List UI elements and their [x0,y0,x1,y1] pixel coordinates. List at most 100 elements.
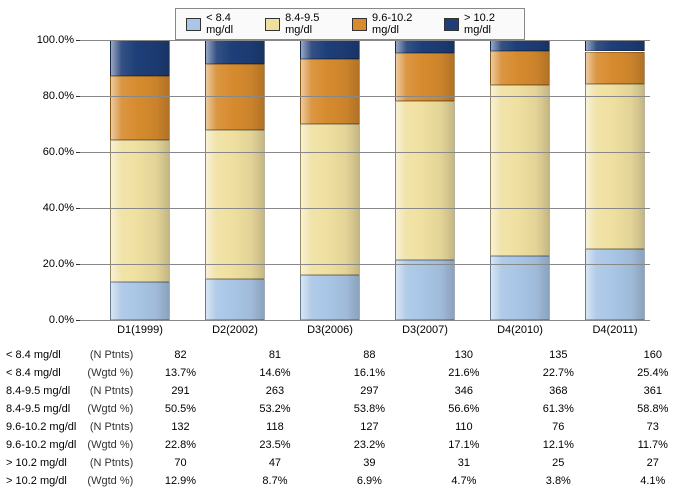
legend-swatch [186,18,201,31]
table-cell: 6.9% [322,475,416,487]
bar-segment [300,124,360,275]
y-axis-label: 40.0% [43,202,74,214]
table-row: > 10.2 mg/dl(Wgtd %)12.9%8.7%6.9%4.7%3.8… [0,472,700,490]
table-cell: 110 [417,421,511,433]
y-tick [76,152,80,153]
bar-segment-face [205,64,265,130]
legend: < 8.4 mg/dl8.4-9.5 mg/dl9.6-10.2 mg/dl> … [175,8,525,40]
bar-segment-face [395,260,455,320]
row-header-metric: > 10.2 mg/dl [6,457,90,469]
table-cell: 73 [606,421,700,433]
y-axis-label: 80.0% [43,90,74,102]
bar-segment-face [490,51,550,85]
legend-label: 9.6-10.2 mg/dl [372,12,430,36]
table-cell: 132 [133,421,227,433]
legend-label: 8.4-9.5 mg/dl [285,12,338,36]
row-header: 8.4-9.5 mg/dl(N Ptnts) [0,385,133,397]
legend-swatch [265,18,280,31]
table-cell: 27 [606,457,700,469]
bar-segment-face [585,249,645,320]
bar-column [490,40,550,320]
x-axis-label: D3(2007) [395,324,455,336]
bar-column [110,40,170,320]
table-cell: 22.7% [511,367,605,379]
data-table: < 8.4 mg/dl(N Ptnts)828188130135160 < 8.4… [0,346,700,490]
bar-segment [300,275,360,320]
table-cell: 22.8% [133,439,227,451]
table-cell: 12.1% [511,439,605,451]
table-cell: 3.8% [511,475,605,487]
table-cell: 14.6% [228,367,322,379]
bar-segment-face [490,85,550,257]
table-cell: 12.9% [133,475,227,487]
bar-segment [395,53,455,101]
legend-item: > 10.2 mg/dl [444,12,514,36]
row-header-metric: 9.6-10.2 mg/dl [6,421,90,433]
table-cell: 82 [133,349,227,361]
bar-column [205,40,265,320]
row-header-stat: (Wgtd %) [87,439,133,451]
y-axis-label: 0.0% [49,314,74,326]
table-cell: 4.1% [606,475,700,487]
bar-segment-face [300,40,360,59]
bar-segment [585,249,645,320]
row-header-stat: (Wgtd %) [87,403,133,415]
table-row: < 8.4 mg/dl(N Ptnts)828188130135160 [0,346,700,364]
legend-swatch [352,18,367,31]
x-axis-label: D2(2002) [205,324,265,336]
bar-segment [205,40,265,64]
bar-segment [110,76,170,140]
table-cell: 39 [322,457,416,469]
row-header: 9.6-10.2 mg/dl(N Ptnts) [0,421,133,433]
gridline [80,264,650,265]
row-header: > 10.2 mg/dl(N Ptnts) [0,457,133,469]
row-header: > 10.2 mg/dl(Wgtd %) [0,475,133,487]
bar-segment-face [300,275,360,320]
legend-item: 8.4-9.5 mg/dl [265,12,338,36]
table-cell: 130 [417,349,511,361]
bar-segment [110,140,170,281]
bar-segment [585,40,645,51]
table-row: 8.4-9.5 mg/dl(Wgtd %)50.5%53.2%53.8%56.6… [0,400,700,418]
bar-segment-face [110,76,170,140]
table-cell: 76 [511,421,605,433]
bar-segment-face [110,140,170,281]
bar-segment-face [110,282,170,320]
bar-segment [585,84,645,249]
gridline [80,320,650,321]
bar-column [395,40,455,320]
bar-segment-face [585,40,645,51]
table-cell: 11.7% [606,439,700,451]
bar-segment-face [490,256,550,320]
bar-segment-face [395,101,455,259]
chart-stage: < 8.4 mg/dl 8.4-9.5 mg/dl 9.6-10.2 mg/dl > … [0,0,700,500]
bar-segment [490,85,550,257]
row-header-stat: (N Ptnts) [90,385,133,397]
row-header-stat: (N Ptnts) [90,349,133,361]
table-cell: 56.6% [417,403,511,415]
row-header-metric: 9.6-10.2 mg/dl [6,439,87,451]
bar-segment [585,52,645,85]
legend-label: > 10.2 mg/dl [464,12,514,36]
table-cell: 21.6% [417,367,511,379]
bar-segment-face [395,53,455,101]
bar-segment-face [205,279,265,320]
table-cell: 368 [511,385,605,397]
table-cell: 361 [606,385,700,397]
table-row: > 10.2 mg/dl(N Ptnts)704739312527 [0,454,700,472]
gridline [80,96,650,97]
bar-segment [395,40,455,53]
bar-segment-face [110,40,170,76]
legend-item: 9.6-10.2 mg/dl [352,12,430,36]
table-cell: 13.7% [133,367,227,379]
row-header: 8.4-9.5 mg/dl(Wgtd %) [0,403,133,415]
bars-layer [80,40,650,320]
table-cell: 17.1% [417,439,511,451]
row-header-stat: (N Ptnts) [90,457,133,469]
row-header-metric: < 8.4 mg/dl [6,367,87,379]
gridline [80,40,650,41]
bar-segment-face [300,59,360,124]
row-header: 9.6-10.2 mg/dl(Wgtd %) [0,439,133,451]
y-axis-label: 100.0% [37,34,74,46]
bar-segment [300,40,360,59]
